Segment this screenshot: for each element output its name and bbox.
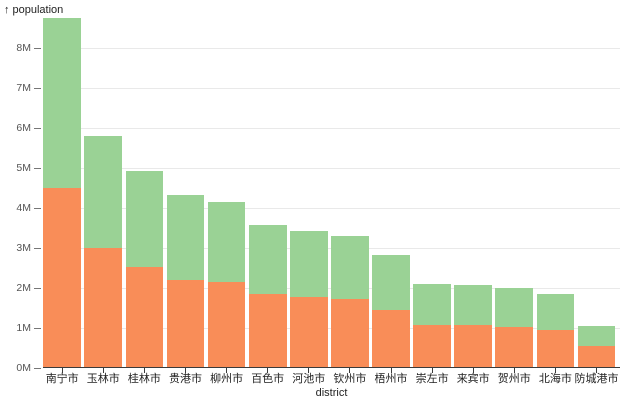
x-tick-mark [554, 368, 556, 373]
x-tick-label: 崇左市 [415, 372, 449, 385]
up-arrow-icon: ↑ [4, 4, 10, 16]
y-gridline [43, 47, 620, 49]
x-tick-mark [267, 368, 269, 373]
bar-segment-bottom [413, 324, 451, 368]
bar-segment-top [495, 287, 534, 328]
bar-segment-top [536, 294, 575, 330]
bar-segment-bottom [454, 325, 493, 368]
y-tick-label: 8M [16, 42, 31, 54]
bar-segment-bottom [248, 293, 287, 368]
y-tick-label: 3M [16, 242, 31, 254]
x-tick-label: 柳州市 [210, 372, 244, 385]
x-tick-mark [226, 368, 228, 373]
x-tick-mark [185, 368, 186, 373]
bar-segment-top [248, 225, 287, 294]
bar-segment-bottom [207, 282, 246, 368]
y-tick-label: 0M [16, 362, 31, 374]
bar-segment-top [372, 255, 410, 310]
bar-segment-bottom [495, 327, 534, 368]
bar-segment-bottom [43, 188, 82, 368]
x-tick-label: 防城港市 [574, 372, 619, 385]
x-tick-label: 贵港市 [169, 372, 202, 385]
x-tick-label: 南宁市 [45, 372, 79, 385]
y-tick-mark [34, 367, 41, 369]
x-tick-mark [61, 368, 63, 373]
bar-segment-bottom [289, 297, 328, 368]
bar-segment-bottom [125, 267, 164, 368]
x-tick-mark [102, 368, 104, 373]
y-tick-mark [34, 127, 41, 129]
bar-segment-top [43, 18, 82, 188]
x-tick-mark [596, 368, 597, 373]
bar-segment-top [289, 231, 328, 298]
y-tick-mark [34, 47, 41, 49]
y-tick-mark [34, 287, 41, 289]
y-tick-mark [34, 327, 41, 329]
bar-segment-top [577, 326, 616, 346]
bar-segment-bottom [372, 310, 410, 368]
x-tick-label: 来宾市 [456, 372, 490, 385]
y-gridline [43, 167, 620, 169]
y-gridline [43, 207, 620, 209]
bar-segment-top [125, 170, 164, 268]
x-tick-mark [472, 368, 474, 373]
x-tick-mark [431, 368, 433, 373]
x-tick-label: 北海市 [538, 372, 572, 385]
y-gridline [43, 127, 620, 129]
x-tick-label: 河池市 [292, 372, 326, 385]
bar-segment-top [84, 136, 123, 248]
bar-segment-bottom [166, 279, 205, 368]
bar-segment-bottom [577, 346, 616, 368]
x-tick-label: 梧州市 [374, 372, 408, 385]
y-gridline [43, 87, 620, 89]
y-tick-label: 5M [16, 162, 31, 174]
x-tick-label: 桂林市 [127, 372, 161, 385]
x-tick-mark [390, 368, 392, 373]
x-axis-line [43, 367, 620, 369]
y-tick-label: 6M [16, 122, 31, 134]
x-tick-mark [143, 368, 145, 373]
bar-segment-bottom [84, 247, 123, 368]
x-tick-label: 钦州市 [333, 372, 367, 385]
x-tick-label: 百色市 [251, 372, 285, 385]
bar-segment-top [413, 284, 451, 325]
x-tick-mark [308, 368, 310, 373]
bar-segment-bottom [331, 299, 369, 368]
y-tick-label: 1M [16, 322, 31, 334]
x-axis-title: district [315, 387, 348, 399]
y-axis-title-text: population [12, 4, 64, 16]
y-axis-title: ↑ population [4, 4, 63, 16]
bar-segment-top [207, 201, 246, 283]
x-tick-mark [349, 368, 351, 373]
y-tick-mark [34, 167, 41, 169]
bar-segment-bottom [536, 329, 575, 368]
bar-segment-top [454, 285, 493, 326]
y-tick-label: 7M [16, 82, 31, 94]
y-tick-mark [34, 207, 41, 209]
bar-segment-top [331, 236, 369, 300]
x-tick-label: 玉林市 [86, 372, 120, 385]
y-tick-label: 2M [16, 282, 31, 294]
x-tick-mark [513, 368, 515, 373]
x-tick-label: 贺州市 [497, 372, 531, 385]
y-tick-label: 4M [16, 202, 31, 214]
y-tick-mark [34, 247, 41, 249]
bar-segment-top [166, 195, 205, 280]
y-tick-mark [34, 87, 41, 89]
